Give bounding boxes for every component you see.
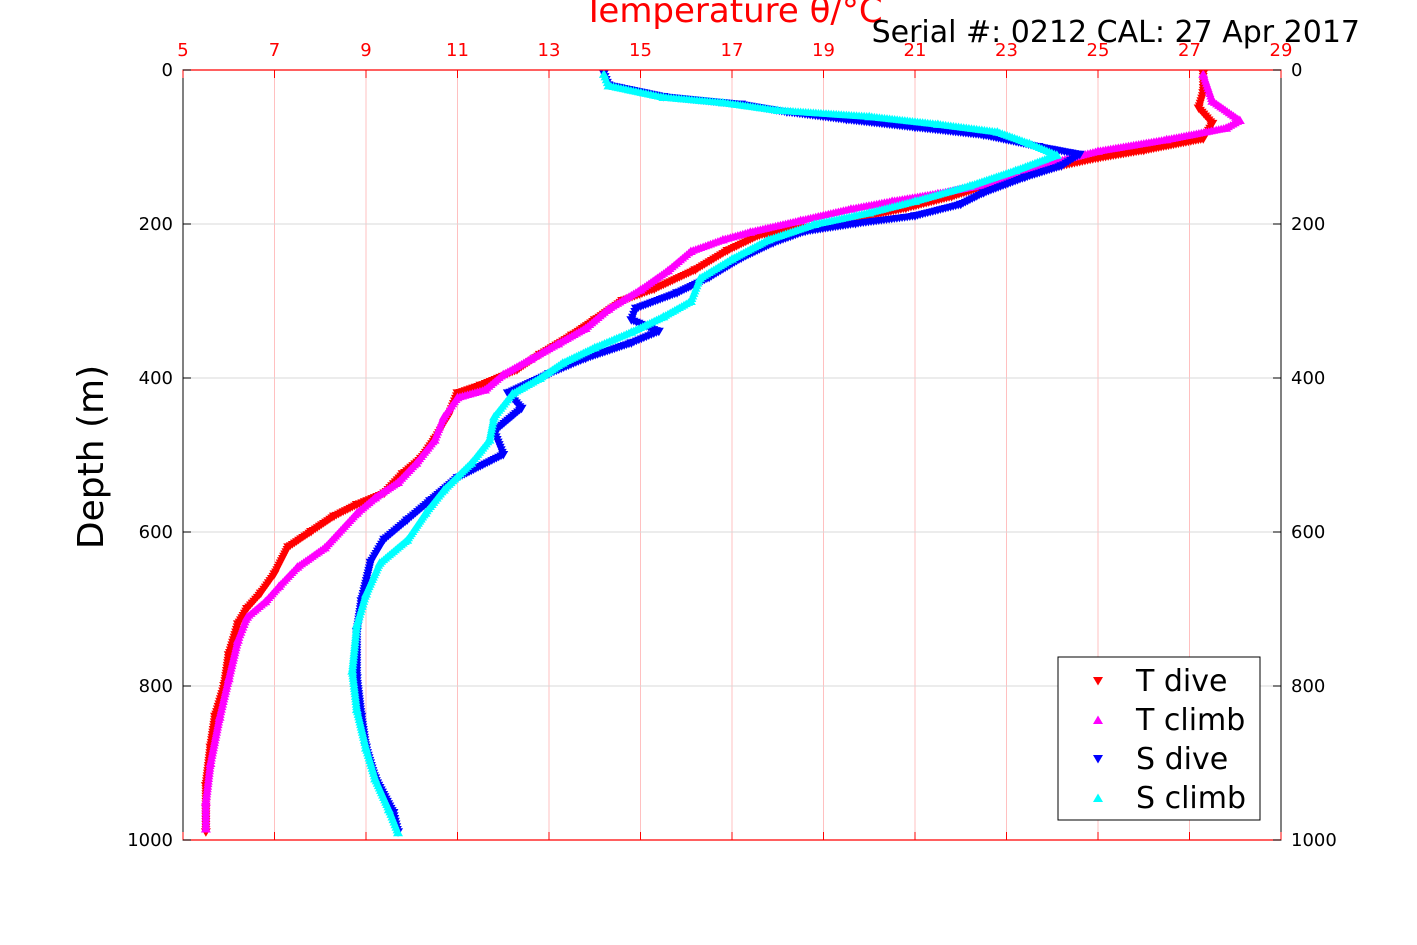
- x-tick-label: 13: [538, 40, 561, 61]
- x-tick-label: 15: [629, 40, 652, 61]
- legend-marker: [1093, 755, 1103, 764]
- y-tick-label-right: 400: [1291, 368, 1325, 389]
- x-tick-label: 29: [1270, 40, 1293, 61]
- x-tick-label: 9: [360, 40, 371, 61]
- x-tick-label: 23: [995, 40, 1018, 61]
- y-tick-label-left: 1000: [127, 830, 173, 851]
- legend-label: S climb: [1136, 781, 1246, 816]
- y-tick-label-left: 400: [139, 368, 173, 389]
- series-s-climb: [347, 69, 1062, 837]
- legend-marker: [1093, 715, 1103, 724]
- x-tick-label: 21: [904, 40, 927, 61]
- x-tick-label: 7: [269, 40, 280, 61]
- chart-title: Temperature θ/°C: [582, 0, 882, 31]
- legend: T dive T climb S dive S climb: [1057, 656, 1261, 821]
- legend-label: S dive: [1136, 742, 1228, 777]
- data-point: [200, 823, 211, 833]
- legend-marker: [1093, 677, 1103, 686]
- legend-marker: [1093, 793, 1103, 802]
- y-tick-label-right: 1000: [1291, 830, 1337, 851]
- legend-label: T climb: [1135, 703, 1245, 738]
- x-tick-label: 11: [446, 40, 469, 61]
- x-tick-label: 5: [177, 40, 188, 61]
- x-tick-label: 27: [1178, 40, 1201, 61]
- y-tick-label-right: 600: [1291, 522, 1325, 543]
- data-series: [200, 69, 1245, 837]
- legend-label: T dive: [1135, 664, 1227, 699]
- x-tick-label: 19: [812, 40, 835, 61]
- y-tick-label-right: 0: [1291, 60, 1302, 81]
- y-tick-label-left: 0: [162, 60, 173, 81]
- serial-calibration-label: Serial #: 0212 CAL: 27 Apr 2017: [872, 15, 1360, 50]
- legend-box: [1057, 656, 1261, 821]
- x-tick-label: 17: [721, 40, 744, 61]
- y-tick-label-right: 800: [1291, 676, 1325, 697]
- y-tick-label-right: 200: [1291, 214, 1325, 235]
- y-tick-label-left: 800: [139, 676, 173, 697]
- y-tick-label-left: 200: [139, 214, 173, 235]
- y-axis-label: Depth (m): [71, 365, 112, 549]
- y-axis-ticks: 0 0 200 200 400 400 600 600 800 800 1000 1000: [127, 60, 1337, 851]
- data-point: [393, 827, 404, 837]
- x-tick-label: 25: [1087, 40, 1110, 61]
- x-axis-ticks: 5 7 9 11 13 15 17 19 21 23 25 27 29: [177, 40, 1292, 840]
- y-tick-label-left: 600: [139, 522, 173, 543]
